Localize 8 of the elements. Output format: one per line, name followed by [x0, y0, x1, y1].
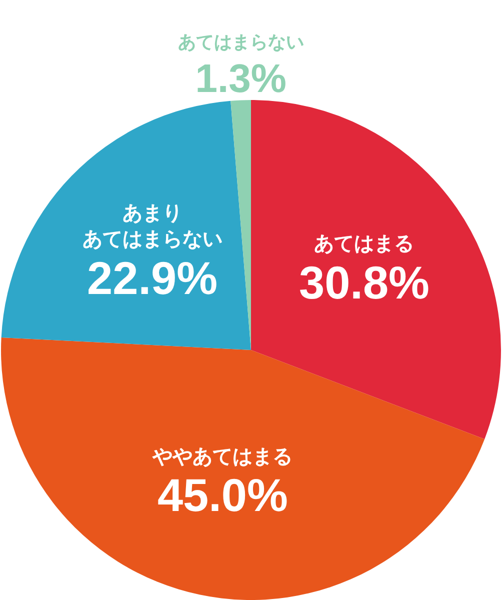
data-label: 45.0%	[157, 469, 288, 522]
slice-label: あてはまらない	[178, 32, 304, 54]
slice-label: あまりあてはまらない	[82, 200, 222, 251]
data-label: 22.9%	[87, 252, 218, 304]
data-label: 30.8%	[299, 256, 430, 309]
slice-label: あてはまる	[314, 231, 414, 256]
data-label: 1.3%	[195, 57, 286, 102]
slice-label: ややあてはまる	[152, 444, 293, 468]
